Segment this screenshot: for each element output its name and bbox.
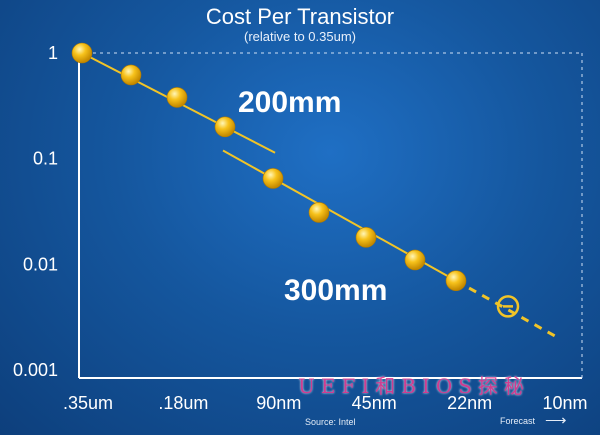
- forecast-point: [496, 295, 520, 318]
- y-tick-label: 0.001: [13, 360, 58, 380]
- series-label-300mm: 300mm: [284, 274, 387, 307]
- x-tick-label: .18um: [158, 393, 208, 413]
- source-note: Source: Intel: [305, 417, 356, 427]
- chart-subtitle: (relative to 0.35um): [244, 29, 356, 44]
- data-point-200mm: [214, 116, 236, 138]
- y-tick-label: 1: [48, 43, 58, 63]
- forecast-label: Forecast: [500, 416, 536, 426]
- x-tick-label: 90nm: [256, 393, 301, 413]
- chart-title: Cost Per Transistor: [205, 4, 395, 29]
- forecast-line: [455, 279, 556, 338]
- watermark-logo: UEFI和BIOS探秘: [298, 374, 530, 398]
- data-point-300mm: [445, 270, 467, 292]
- series-label-200mm: 200mm: [238, 86, 341, 119]
- x-tick-label: 22nm: [447, 393, 492, 413]
- y-tick-label: 0.1: [33, 149, 58, 169]
- forecast-arrow-icon: ⟶: [545, 412, 567, 429]
- data-point-200mm: [71, 42, 93, 64]
- y-tick-label: 0.01: [23, 254, 58, 274]
- x-tick-label: 10nm: [542, 393, 587, 413]
- data-point-300mm: [404, 249, 426, 271]
- data-point-300mm: [308, 202, 330, 223]
- data-point-300mm: [355, 227, 377, 248]
- x-tick-label: 45nm: [352, 393, 397, 413]
- data-point-300mm: [262, 168, 284, 189]
- data-point-200mm: [166, 87, 188, 108]
- data-point-200mm: [120, 64, 142, 86]
- x-tick-label: .35um: [63, 393, 113, 413]
